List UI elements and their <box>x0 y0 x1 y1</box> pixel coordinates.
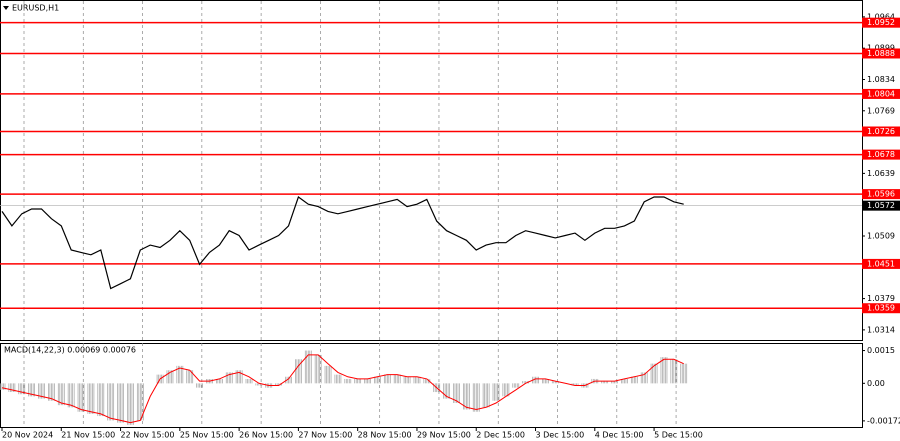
y-tick-label: 0.0015 <box>867 346 895 355</box>
y-tick-label: 1.0899 <box>867 44 895 53</box>
y-tick-label: 1.0834 <box>867 75 895 84</box>
level-label-box <box>862 126 900 137</box>
level-label: 1.0952 <box>867 18 895 27</box>
last-price-box <box>862 200 900 211</box>
level-label: 1.0804 <box>867 89 895 98</box>
y-tick-label: 1.0379 <box>867 294 895 303</box>
macd-signal <box>1 354 684 424</box>
x-tick-label: 25 Nov 15:00 <box>180 431 234 440</box>
price-panel <box>0 0 863 341</box>
level-label-box <box>862 88 900 99</box>
chart-title: EURUSD,H1 <box>12 4 59 13</box>
macd-panel <box>0 343 863 428</box>
price-line <box>1 196 684 290</box>
y-tick-label: 1.0769 <box>867 106 895 115</box>
y-tick-label: 1.0964 <box>867 12 895 21</box>
level-label-box <box>862 17 900 28</box>
y-tick-label: 1.0314 <box>867 325 895 334</box>
y-tick-label: 1.0639 <box>867 169 895 178</box>
x-tick-label: 29 Nov 15:00 <box>417 431 471 440</box>
level-label: 1.0451 <box>867 259 895 268</box>
level-label: 1.0359 <box>867 304 895 313</box>
x-tick-label: 5 Dec 15:00 <box>654 431 703 440</box>
level-label: 1.0596 <box>867 190 895 199</box>
level-label: 1.0726 <box>867 127 895 136</box>
menu-icon <box>3 6 9 10</box>
level-label-box <box>862 258 900 269</box>
x-tick-label: 28 Nov 15:00 <box>358 431 412 440</box>
level-label-box <box>862 149 900 160</box>
x-tick-label: 4 Dec 15:00 <box>595 431 644 440</box>
x-tick-label: 20 Nov 2024 <box>2 431 53 440</box>
x-tick-label: 26 Nov 15:00 <box>239 431 293 440</box>
macd-title: MACD(14,22,3) 0.00069 0.00076 <box>4 346 136 355</box>
last-price-label: 1.0572 <box>867 201 895 210</box>
level-label-box <box>862 303 900 314</box>
y-tick-label: -0.00172 <box>867 416 900 425</box>
x-tick-label: 27 Nov 15:00 <box>298 431 352 440</box>
y-tick-label: 0.00 <box>867 379 885 388</box>
level-label: 1.0678 <box>867 150 895 159</box>
level-label: 1.0888 <box>867 49 895 58</box>
level-label-box <box>862 48 900 59</box>
x-tick-label: 21 Nov 15:00 <box>61 431 115 440</box>
x-tick-label: 22 Nov 15:00 <box>121 431 175 440</box>
y-tick-label: 1.0509 <box>867 231 895 240</box>
level-label-box <box>862 189 900 200</box>
x-tick-label: 3 Dec 15:00 <box>536 431 585 440</box>
x-tick-label: 2 Dec 15:00 <box>476 431 525 440</box>
